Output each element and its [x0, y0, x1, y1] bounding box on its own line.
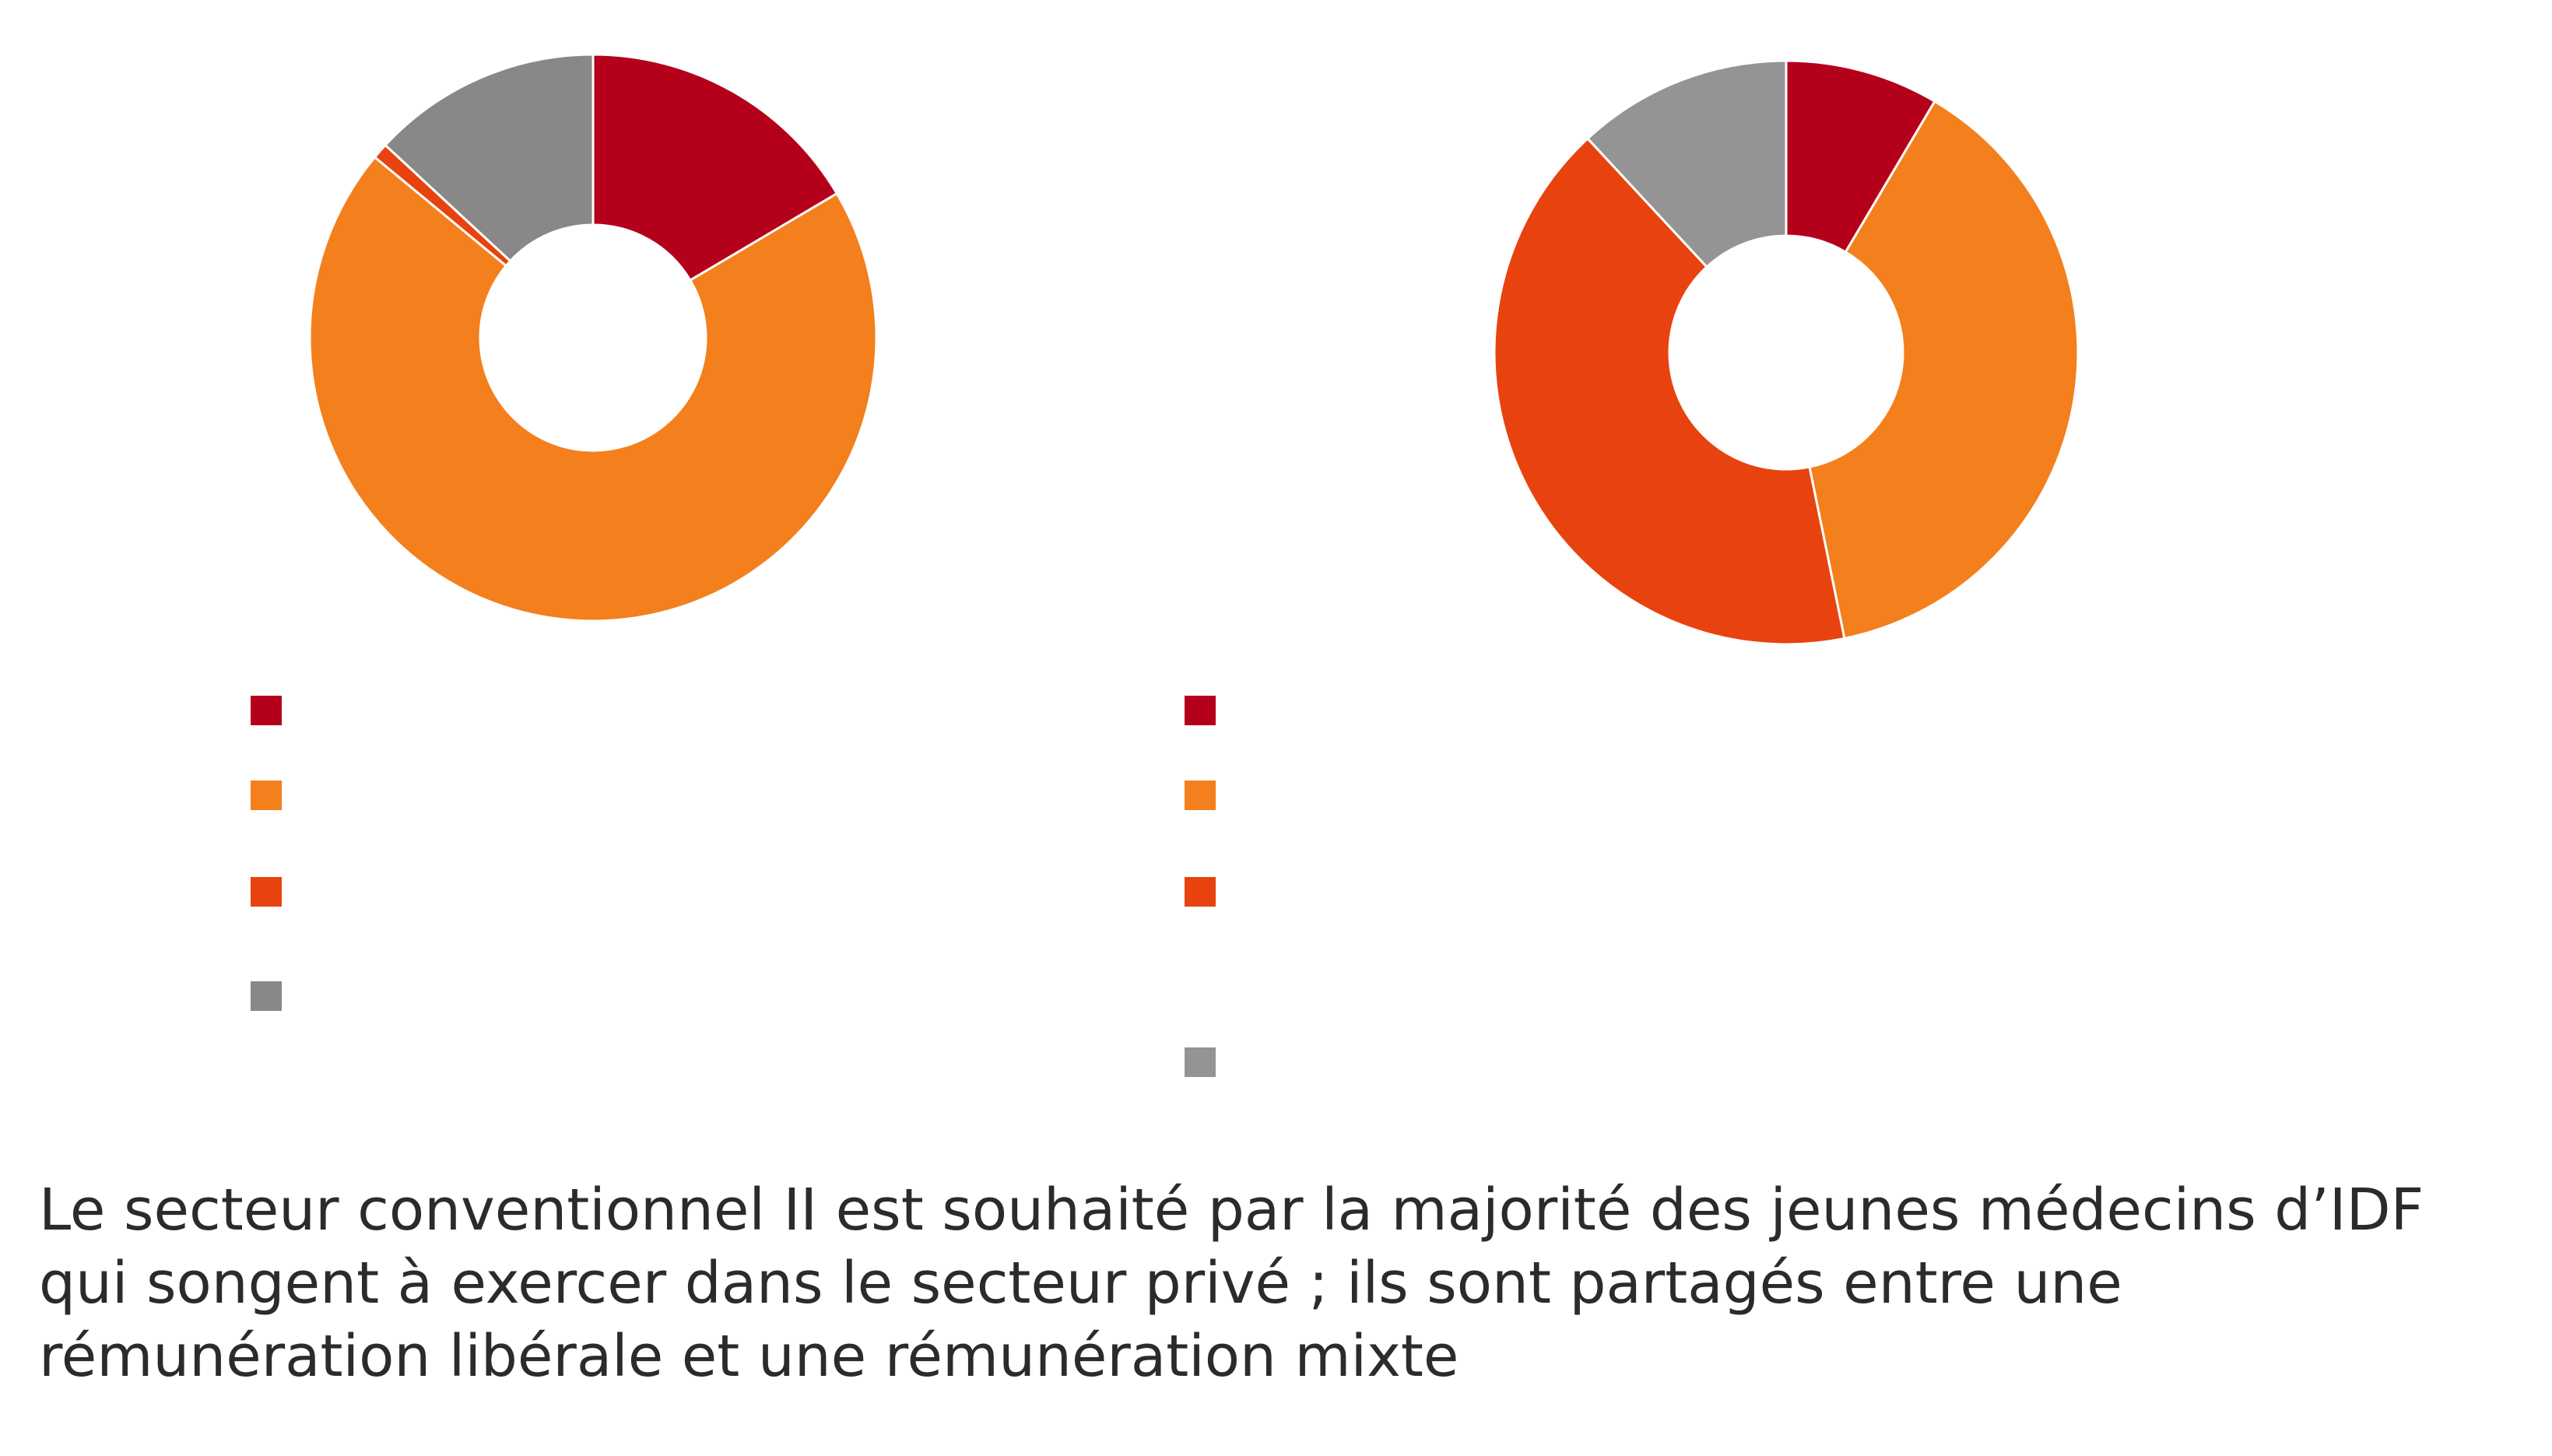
legend-1-swatch-2	[251, 781, 282, 810]
donut-2-slice-1	[1785, 59, 1936, 254]
legend-2-swatch-3	[1185, 877, 1216, 907]
legend-1-swatch-3	[251, 877, 282, 907]
donut-2-slice-4	[1585, 59, 1788, 269]
legend-1-swatch-4	[251, 981, 282, 1011]
legend-2-swatch-1	[1185, 696, 1216, 725]
donut-2-slice-3	[1493, 136, 1846, 646]
donut-1-slice-1	[591, 53, 839, 282]
donut-1-slice-4	[383, 53, 595, 263]
donut-chart-1	[308, 53, 878, 623]
donut-chart-2	[1493, 59, 2080, 646]
chart-caption: Le secteur conventionnel II est souhaité…	[39, 1177, 2424, 1390]
donut-2-slice-2	[1808, 100, 2080, 640]
legend-2-swatch-2	[1185, 781, 1216, 810]
legend-2-swatch-4	[1185, 1047, 1216, 1077]
legend-1-swatch-1	[251, 696, 282, 725]
donut-1-slice-2	[308, 155, 878, 623]
